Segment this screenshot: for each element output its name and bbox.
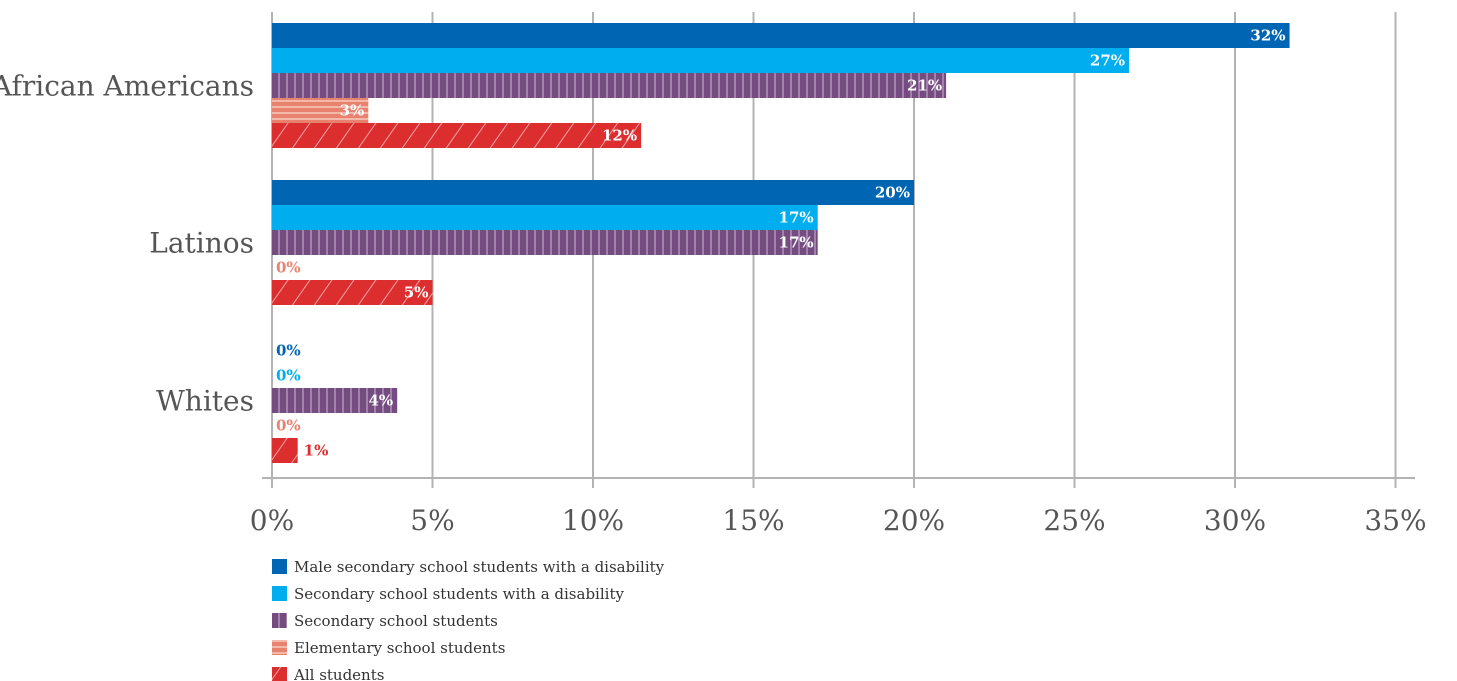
data-label: 0% <box>276 342 301 360</box>
x-tick-label: 10% <box>562 504 624 537</box>
x-tick-label: 0% <box>250 504 294 537</box>
data-label: 4% <box>368 392 393 410</box>
category-label: African Americans <box>0 70 254 103</box>
bar <box>272 23 1290 48</box>
legend-label: Elementary school students <box>294 639 505 657</box>
legend-label: All students <box>293 666 384 681</box>
data-labels: 32%27%21%3%12%20%17%17%0%5%0%0%4%0%1% <box>276 27 1286 460</box>
legend-label: Secondary school students with a disabil… <box>294 585 624 603</box>
legend-swatch <box>272 559 287 574</box>
data-label: 5% <box>404 284 429 302</box>
data-label: 32% <box>1250 27 1285 45</box>
bar <box>272 388 398 413</box>
legend: Male secondary school students with a di… <box>272 558 665 681</box>
legend-label: Secondary school students <box>294 612 498 630</box>
x-tick-label: 30% <box>1204 504 1266 537</box>
x-tick-label: 35% <box>1364 504 1426 537</box>
legend-swatch <box>272 586 287 601</box>
category-labels: African Americans Latinos Whites <box>0 70 254 418</box>
x-tick-label: 20% <box>883 504 945 537</box>
bar <box>272 205 818 230</box>
x-tick-label: 5% <box>410 504 454 537</box>
bar <box>272 98 369 123</box>
data-label: 0% <box>276 367 301 385</box>
data-label: 17% <box>779 209 814 227</box>
category-label: Latinos <box>149 227 254 260</box>
bars <box>272 23 1290 463</box>
bar <box>272 438 298 463</box>
legend-label: Male secondary school students with a di… <box>294 558 665 576</box>
bar <box>272 280 433 305</box>
bar <box>272 180 914 205</box>
legend-swatch <box>272 640 287 655</box>
x-tick-label: 25% <box>1043 504 1105 537</box>
data-label: 0% <box>276 417 301 435</box>
x-tick-label: 15% <box>722 504 784 537</box>
bar <box>272 123 642 148</box>
bar <box>272 73 947 98</box>
bar <box>272 48 1130 73</box>
bar <box>272 230 818 255</box>
data-label: 0% <box>276 259 301 277</box>
data-label: 21% <box>907 77 942 95</box>
legend-swatch <box>272 667 287 681</box>
data-label: 20% <box>875 184 910 202</box>
legend-swatch <box>272 613 287 628</box>
data-label: 27% <box>1090 52 1125 70</box>
data-label: 17% <box>779 234 814 252</box>
data-label: 3% <box>340 102 365 120</box>
category-label: Whites <box>156 385 254 418</box>
data-label: 1% <box>304 442 329 460</box>
data-label: 12% <box>602 127 637 145</box>
x-axis: 0% 5% 10% 15% 20% 25% 30% 35% <box>250 477 1427 537</box>
